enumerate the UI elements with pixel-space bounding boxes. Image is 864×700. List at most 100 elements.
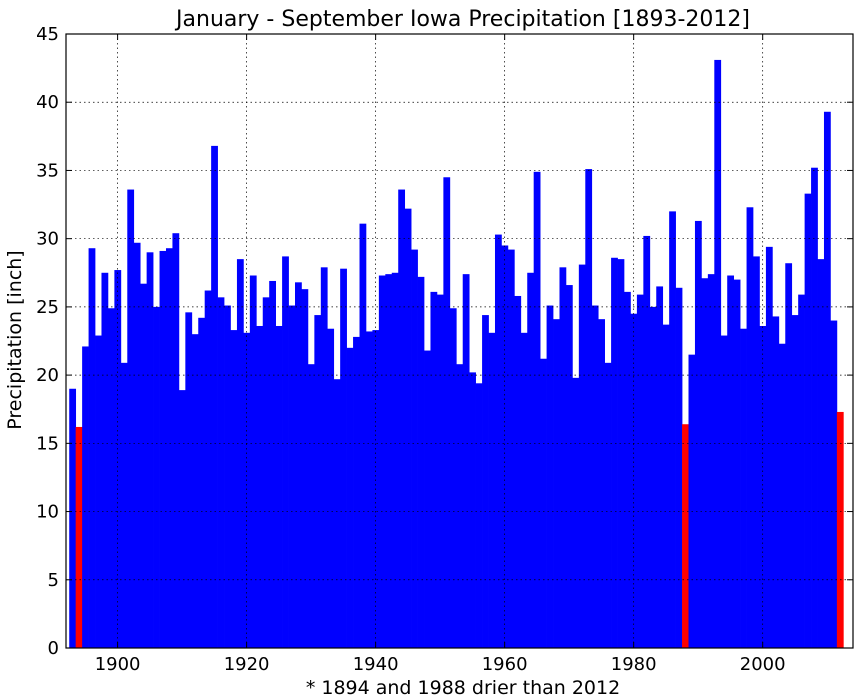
bar-1969 — [559, 267, 567, 648]
bar-1966 — [540, 358, 547, 648]
bar-1983 — [649, 306, 657, 648]
bar-1937 — [353, 336, 360, 648]
bar-1922 — [256, 325, 264, 648]
x-tick-label-1940: 1940 — [353, 654, 399, 675]
y-tick-label-25: 25 — [36, 297, 59, 318]
bar-1984 — [656, 286, 664, 648]
x-tick-label-1980: 1980 — [611, 654, 657, 675]
bar-1928 — [295, 282, 302, 648]
bar-1960 — [501, 245, 509, 648]
bar-1910 — [178, 390, 186, 648]
bar-1938 — [359, 223, 367, 648]
bar-1944 — [398, 189, 406, 648]
bar-1964 — [527, 272, 535, 648]
bar-1915 — [211, 145, 218, 648]
x-tick-label-1900: 1900 — [95, 654, 141, 675]
bar-2008 — [811, 167, 818, 648]
bar-1897 — [95, 335, 102, 648]
bar-2007 — [804, 193, 812, 648]
bar-1974 — [591, 305, 599, 648]
bars-group — [69, 59, 844, 649]
bar-1958 — [488, 332, 496, 648]
bar-1908 — [165, 248, 173, 648]
bar-1894 — [75, 426, 83, 648]
bar-2010 — [823, 111, 831, 649]
bar-1939 — [365, 331, 373, 648]
bar-2006 — [798, 294, 805, 648]
bar-1918 — [230, 330, 238, 648]
y-tick-label-30: 30 — [36, 229, 59, 250]
bar-1970 — [565, 285, 573, 648]
y-tick-label-5: 5 — [48, 570, 59, 591]
bar-1982 — [643, 235, 651, 648]
bar-1999 — [753, 256, 760, 648]
bar-1990 — [694, 220, 702, 648]
bar-1989 — [688, 354, 696, 648]
ticks-group — [66, 33, 853, 649]
bar-1954 — [462, 274, 470, 648]
bar-1901 — [120, 362, 128, 648]
bar-1907 — [159, 250, 167, 649]
bar-1904 — [140, 283, 147, 648]
bar-2002 — [772, 316, 780, 648]
bar-1911 — [185, 312, 193, 648]
y-tick-label-15: 15 — [36, 433, 59, 454]
x-tick-label-2000: 2000 — [740, 654, 786, 675]
bar-2001 — [765, 246, 773, 648]
bar-1942 — [385, 274, 393, 648]
bar-1962 — [514, 295, 522, 648]
tick-labels-group: 0 5 10 15 20 25 30 35 40 45 1900 1920 1940 1960 1980 20… — [36, 24, 786, 675]
bar-1965 — [533, 171, 541, 648]
bar-1931 — [314, 315, 322, 648]
bar-1993 — [714, 59, 722, 649]
bar-1899 — [107, 308, 115, 648]
bar-1902 — [127, 189, 135, 648]
bar-1955 — [469, 372, 476, 648]
chart-title: January - September Iowa Precipitation [… — [174, 7, 750, 32]
bar-1903 — [133, 242, 141, 648]
bar-1981 — [636, 294, 644, 648]
bar-1975 — [598, 319, 605, 648]
bar-1933 — [327, 328, 335, 648]
bar-1967 — [546, 305, 554, 648]
bar-1947 — [417, 276, 425, 648]
bar-1930 — [307, 364, 315, 648]
bar-1973 — [585, 169, 593, 648]
bar-2012 — [836, 411, 844, 648]
bar-1925 — [275, 325, 283, 648]
bar-2004 — [785, 263, 793, 648]
bar-1963 — [520, 332, 528, 648]
bar-1961 — [507, 249, 515, 649]
bar-1921 — [249, 275, 257, 648]
bar-1949 — [430, 291, 438, 648]
bar-1950 — [436, 294, 444, 648]
y-tick-label-45: 45 — [36, 24, 59, 45]
bar-1905 — [146, 252, 154, 649]
bar-1935 — [340, 268, 347, 648]
bar-1988 — [682, 424, 689, 648]
x-tick-label-1960: 1960 — [482, 654, 528, 675]
bar-1976 — [604, 362, 612, 648]
bar-1991 — [701, 278, 709, 648]
bar-1956 — [475, 383, 483, 648]
bar-2003 — [778, 343, 786, 648]
bar-1994 — [720, 335, 728, 648]
bar-1909 — [172, 233, 180, 648]
bar-1977 — [611, 257, 618, 648]
x-tick-label-1920: 1920 — [224, 654, 270, 675]
bar-1943 — [391, 272, 399, 648]
bar-1968 — [553, 319, 560, 648]
bar-1916 — [217, 297, 225, 648]
bar-1912 — [191, 334, 199, 648]
y-axis-label: Precipitation [inch] — [4, 250, 26, 429]
bar-1893 — [69, 388, 77, 648]
y-tick-label-35: 35 — [36, 160, 59, 181]
x-axis-label: * 1894 and 1988 drier than 2012 — [306, 677, 620, 699]
bar-1995 — [727, 275, 735, 648]
bar-1945 — [404, 208, 412, 648]
bar-1997 — [740, 328, 747, 648]
bar-1896 — [88, 248, 96, 648]
plot-frame — [65, 33, 854, 649]
bar-1992 — [707, 274, 715, 648]
